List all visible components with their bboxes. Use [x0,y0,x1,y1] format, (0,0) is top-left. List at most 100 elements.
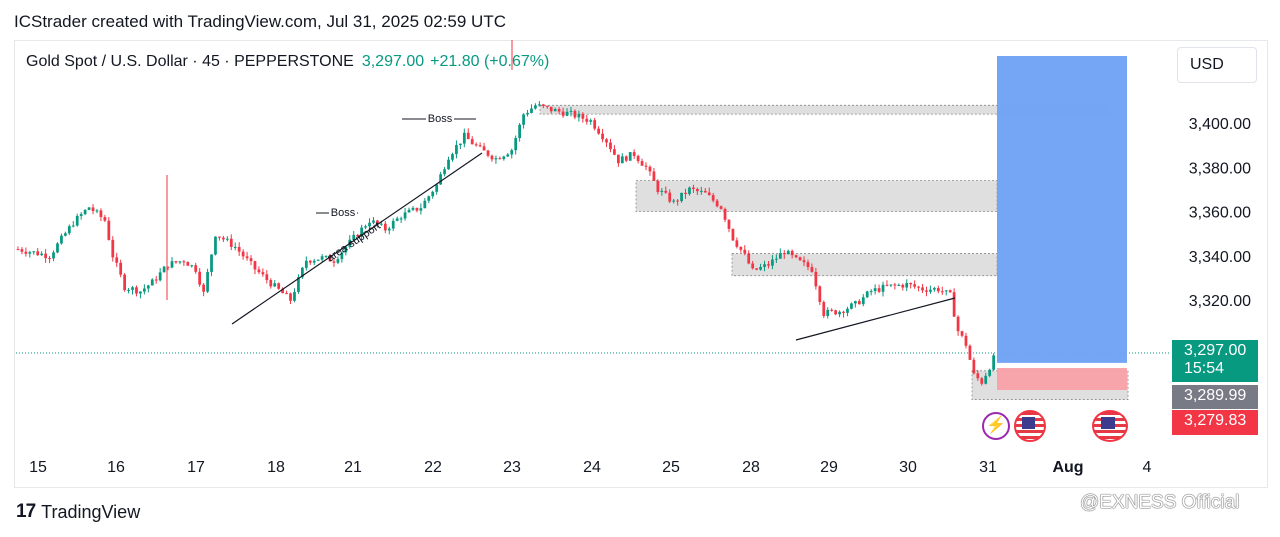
candle-body [71,225,75,227]
candle-body [360,227,363,237]
zone-box [635,180,998,212]
candle-body [48,258,51,260]
candle-body [150,279,154,286]
candle-body [707,192,711,196]
candle-body [91,207,95,212]
candle-body [328,255,332,262]
candle-body [419,208,423,211]
candle-body [301,267,304,278]
candle-body [644,165,648,167]
candle-body [158,272,162,281]
axes: 3,400.00 3,380.00 3,360.00 3,340.00 3,320.00… [29,116,1251,476]
support-label: area support [325,220,383,264]
candle-body [893,284,897,286]
candle-body [233,246,237,248]
tradingview-label: TradingView [41,501,141,522]
candle-body [166,266,170,268]
candle-body [304,260,308,268]
candle-body [103,217,107,221]
tradingview-brand[interactable]: 17 TradingView [16,501,140,523]
candle-body [320,256,324,260]
candle-body [482,146,486,151]
candle-body [154,279,158,281]
last-price-value: 3,297.00 [1184,342,1247,359]
candle-body [123,274,126,291]
candle-body [830,309,834,311]
x-tick-label: 24 [583,459,601,476]
x-tick-label: 23 [503,459,521,476]
candle-body [984,375,988,384]
candle-body [490,155,494,160]
candle-body [83,209,87,215]
x-tick-label: 30 [899,459,917,476]
candle-body [782,253,786,255]
candle-body [684,192,687,195]
candle-body [198,271,202,285]
currency-button[interactable]: USD [1177,47,1257,83]
candle-body [115,257,119,263]
candle-body [16,249,20,251]
supply-demand-zones [539,56,1129,400]
candle-body [75,215,79,226]
candle-body [494,158,498,160]
candle-body [99,210,103,218]
x-tick-label: 25 [662,459,680,476]
candle-body [24,251,28,254]
candle-body [170,261,174,268]
candle-body [538,104,541,106]
candle-body [222,237,225,240]
x-tick-label: 16 [107,459,125,476]
candle-body [119,262,123,275]
us-flag-icon[interactable] [1014,410,1046,442]
candle-body [715,200,719,207]
candle-body [241,251,245,257]
candle-body [186,262,190,266]
candle-body [245,256,249,259]
candle-body [822,302,826,316]
candle-body [964,335,968,346]
x-tick-label: 15 [29,459,47,476]
candle-body [711,195,715,201]
candle-body [289,293,292,301]
candle-body [474,144,478,146]
x-tick-label: 17 [187,459,205,476]
bar-countdown: 15:54 [1184,360,1225,377]
candle-body [265,274,269,281]
candle-body [972,359,976,374]
candle-body [913,284,916,287]
candle-body [976,373,980,379]
candle-body [869,291,873,293]
candle-body [423,200,427,209]
candle-body [162,266,166,273]
candle-body [624,156,628,161]
candle-body [376,220,379,225]
candle-body [229,238,233,247]
candle-body [60,235,63,244]
legend-change: +21.80 (+0.67%) [430,53,550,70]
candle-body [755,268,758,270]
candle-body [36,251,40,256]
candle-body [921,287,924,291]
candle-body [127,289,130,291]
candle-body [466,132,470,140]
candle-body [225,238,229,240]
candle-body [20,249,24,252]
candle-body [672,200,676,202]
candle-body [439,174,442,185]
lightning-event-icon[interactable]: ⚡ [982,412,1010,440]
y-tick-label: 3,360.00 [1189,205,1251,222]
x-tick-label: Aug [1052,459,1083,476]
candle-body [692,187,695,190]
candle-body [940,291,944,293]
candle-body [636,155,640,162]
candle-body [459,143,462,146]
wedge-trendline [795,297,956,341]
candle-body [534,105,537,109]
us-flag-icon[interactable] [1092,410,1128,442]
candle-body [269,280,273,287]
candle-body [897,284,901,286]
candle-body [52,252,55,259]
candle-body [553,109,557,112]
boss-label: Boss [428,113,453,125]
